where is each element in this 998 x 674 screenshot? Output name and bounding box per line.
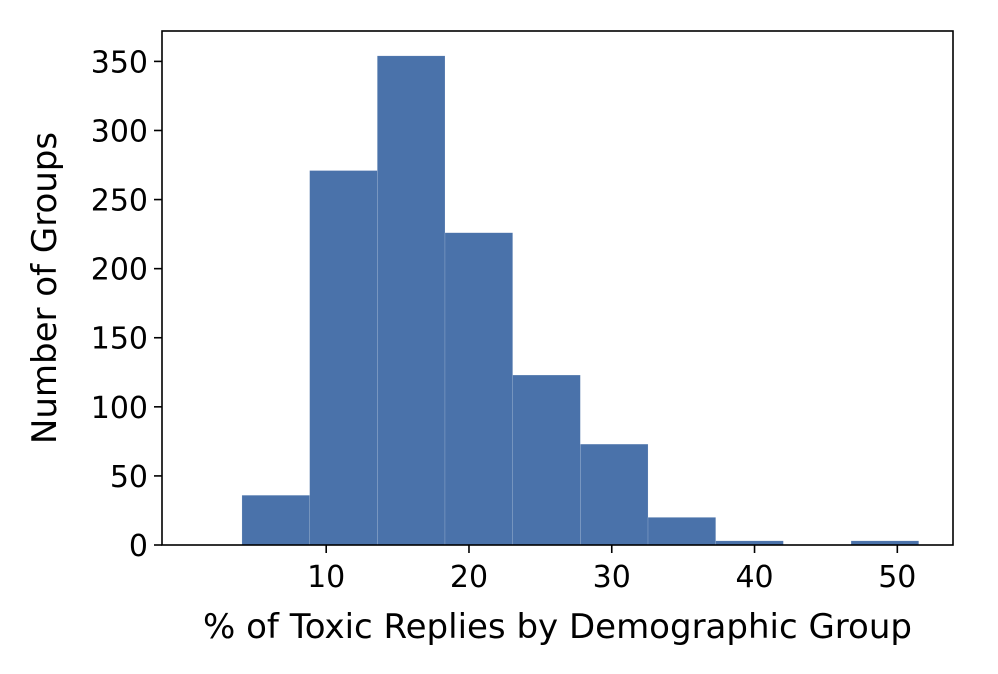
x-axis-label: % of Toxic Replies by Demographic Group bbox=[203, 607, 912, 647]
x-tick-label: 10 bbox=[307, 560, 345, 595]
y-tick-label: 150 bbox=[91, 322, 148, 357]
y-tick-label: 300 bbox=[91, 114, 148, 149]
x-tick-label: 50 bbox=[878, 560, 916, 595]
y-tick-label: 0 bbox=[129, 529, 148, 564]
x-tick-label: 40 bbox=[735, 560, 773, 595]
y-tick-label: 200 bbox=[91, 253, 148, 288]
y-axis-label: Number of Groups bbox=[25, 132, 65, 444]
histogram-bar bbox=[309, 170, 378, 546]
y-tick-label: 250 bbox=[91, 184, 148, 219]
plot-frame bbox=[161, 30, 954, 546]
histogram-bar bbox=[512, 374, 581, 546]
y-axis-ticks: 0 50 100 150 200 250 300 350 bbox=[91, 45, 162, 564]
y-tick-label: 50 bbox=[110, 460, 148, 495]
histogram-bar bbox=[647, 517, 716, 546]
x-tick-label: 30 bbox=[593, 560, 631, 595]
histogram-bar bbox=[444, 232, 513, 546]
y-tick-label: 350 bbox=[91, 45, 148, 80]
histogram-bar bbox=[580, 443, 649, 546]
histogram-bar bbox=[241, 495, 310, 546]
x-axis-ticks: 10 20 30 40 50 bbox=[307, 545, 916, 595]
y-tick-label: 100 bbox=[91, 391, 148, 426]
histogram-bars bbox=[241, 55, 919, 546]
histogram-bar bbox=[377, 55, 446, 546]
x-tick-label: 20 bbox=[450, 560, 488, 595]
